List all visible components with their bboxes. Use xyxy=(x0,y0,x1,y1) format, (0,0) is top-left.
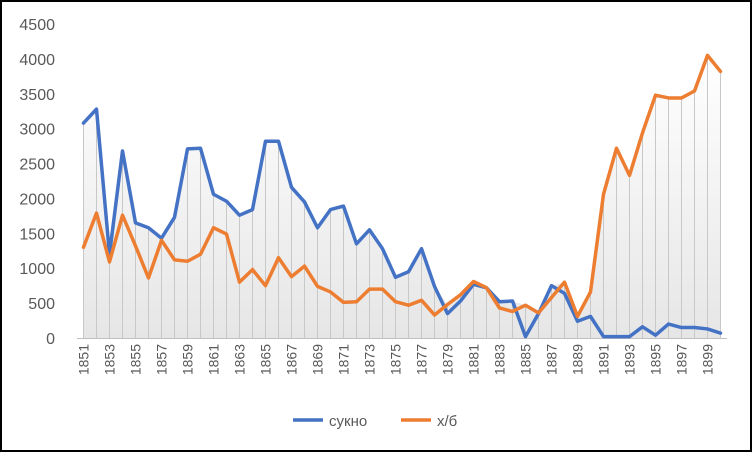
x-tick-label: 1887 xyxy=(544,344,560,375)
x-tick-label: 1865 xyxy=(258,344,274,375)
x-tick-label: 1867 xyxy=(284,344,300,375)
x-tick-label: 1883 xyxy=(492,344,508,375)
legend-item: сукно xyxy=(293,413,367,430)
series-line-1 xyxy=(81,107,723,339)
x-tick-label: 1873 xyxy=(362,344,378,375)
x-tick-label: 1851 xyxy=(76,344,92,375)
plot-background xyxy=(83,55,721,339)
x-tick-label: 1895 xyxy=(648,344,664,375)
x-tick-label: 1879 xyxy=(440,344,456,375)
x-tick-label: 1861 xyxy=(206,344,222,375)
axes: 0 500 1000 1500 2000 2500 3000 3500 4000 4500 1851… xyxy=(19,17,727,375)
x-tick-label: 1893 xyxy=(622,344,638,375)
x-tick-label: 1871 xyxy=(336,344,352,375)
envelope-area xyxy=(83,55,721,339)
x-tick-label: 1891 xyxy=(596,344,612,375)
x-tick-label: 1855 xyxy=(128,344,144,375)
x-tick-label: 1869 xyxy=(310,344,326,375)
y-tick-label: 4000 xyxy=(19,52,55,69)
y-tick-label: 3500 xyxy=(19,87,55,104)
y-tick-label: 2500 xyxy=(19,157,55,174)
drop-lines xyxy=(83,55,721,338)
x-tick-label: 1875 xyxy=(388,344,404,375)
x-tick-label: 1853 xyxy=(102,344,118,375)
x-tick-label: 1877 xyxy=(414,344,430,375)
x-tick-label: 1889 xyxy=(570,344,586,375)
y-tick-label: 2000 xyxy=(19,191,55,208)
y-tick-label: 500 xyxy=(28,296,55,313)
series-lines xyxy=(81,53,723,339)
y-tick-label: 1500 xyxy=(19,226,55,243)
x-tick-label: 1863 xyxy=(232,344,248,375)
y-tick-label: 1000 xyxy=(19,261,55,278)
legend-item: х/б xyxy=(401,413,457,430)
series-line-2 xyxy=(81,53,723,319)
x-tick-label: 1897 xyxy=(674,344,690,375)
x-tick-label: 1885 xyxy=(518,344,534,375)
y-tick-label: 4500 xyxy=(19,17,55,34)
legend: сукно х/б xyxy=(293,413,457,430)
x-tick-label: 1899 xyxy=(700,344,716,375)
x-tick-label: 1857 xyxy=(154,344,170,375)
y-tick-label: 3000 xyxy=(19,122,55,139)
y-tick-label: 0 xyxy=(46,331,55,348)
x-tick-label: 1881 xyxy=(466,344,482,375)
legend-label: сукно xyxy=(329,413,367,430)
legend-label: х/б xyxy=(437,413,457,430)
x-tick-label: 1859 xyxy=(180,344,196,375)
